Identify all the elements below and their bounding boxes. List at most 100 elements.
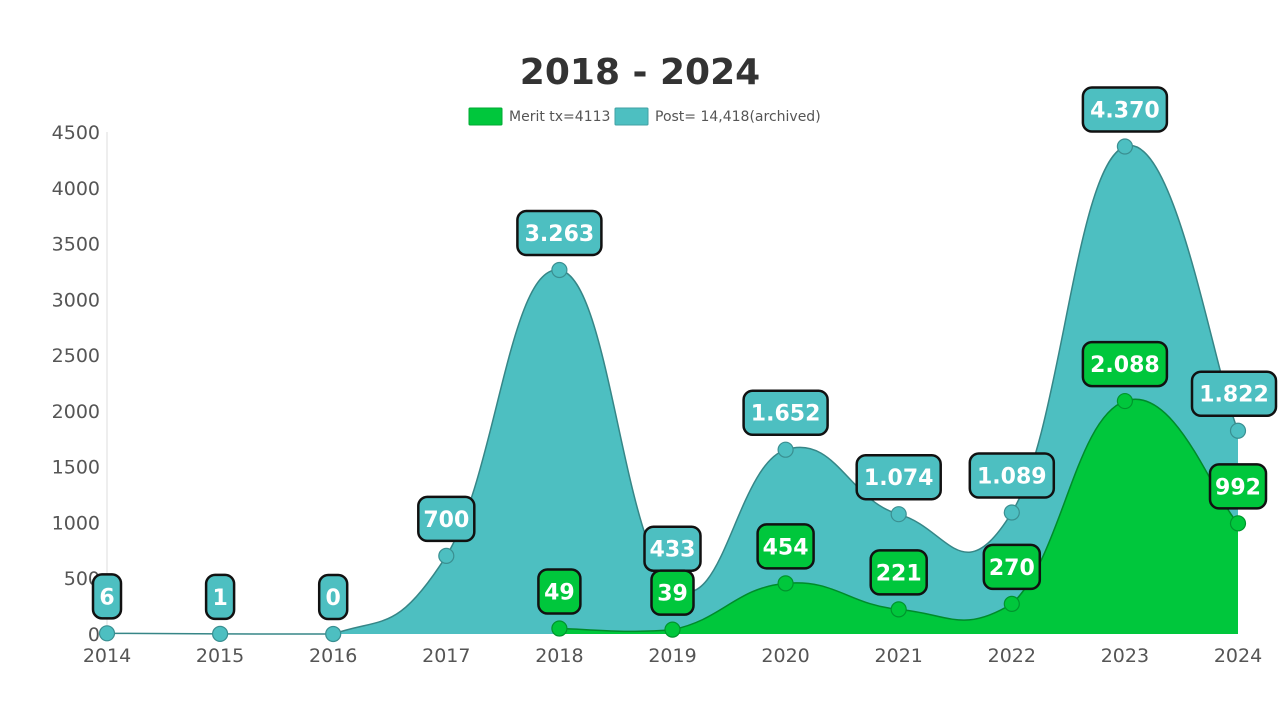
data-label-text: 992 — [1215, 475, 1261, 500]
data-label-text: 49 — [544, 581, 575, 606]
data-label: 1 — [204, 573, 236, 621]
y-tick-label: 3500 — [52, 234, 100, 256]
data-point[interactable] — [551, 261, 568, 279]
x-tick-label: 2021 — [875, 645, 923, 667]
chart-title: 2018 - 2024 — [520, 52, 760, 93]
data-point[interactable] — [1003, 595, 1020, 612]
data-label-text: 1.652 — [751, 402, 821, 427]
data-label-text: 1 — [212, 586, 227, 611]
data-label-text: 433 — [650, 538, 696, 563]
data-point[interactable] — [1116, 392, 1134, 410]
series-line-1 — [106, 144, 1239, 635]
data-label: 700 — [417, 495, 476, 543]
data-label-box — [855, 453, 942, 501]
data-point[interactable] — [1229, 515, 1247, 532]
data-label: 2.088 — [1081, 340, 1169, 388]
data-label-box — [756, 523, 815, 570]
data-label: 1.089 — [968, 452, 1056, 499]
data-label-text: 39 — [657, 582, 688, 607]
data-label-text: 1.074 — [864, 466, 934, 491]
data-labels: 6 1 0 700 3.263 433 1.652 1.074 1.089 4.370 1.822 4… — [91, 86, 1278, 621]
x-tick-label: 2017 — [422, 645, 470, 667]
data-point[interactable] — [1003, 504, 1020, 521]
data-label-box — [968, 452, 1056, 499]
data-point[interactable] — [212, 625, 229, 642]
data-label: 49 — [537, 568, 582, 615]
data-point[interactable] — [98, 625, 116, 642]
data-point[interactable] — [1116, 138, 1134, 155]
data-label-text: 221 — [876, 561, 922, 586]
data-point[interactable] — [551, 620, 568, 637]
data-label: 454 — [756, 523, 815, 570]
legend-item-post[interactable]: Post= 14,418(archived) — [614, 107, 821, 126]
data-label-box — [1081, 340, 1169, 388]
data-label-box — [1208, 463, 1268, 510]
data-label-box — [982, 543, 1042, 591]
data-point[interactable] — [325, 625, 342, 643]
y-tick-label: 2500 — [52, 345, 100, 367]
data-label: 992 — [1208, 463, 1268, 510]
data-point[interactable] — [438, 547, 455, 565]
data-label-text: 6 — [99, 585, 114, 610]
data-point[interactable] — [664, 621, 681, 638]
data-label: 3.263 — [516, 209, 603, 257]
data-label: 6 — [91, 573, 123, 620]
legend[interactable]: Merit tx=4113 Post= 14,418(archived) — [468, 107, 821, 126]
x-tick-label: 2022 — [988, 645, 1036, 667]
x-tick-label: 2014 — [83, 645, 131, 667]
legend-swatch-post — [614, 107, 649, 126]
y-tick-label: 2000 — [52, 401, 100, 423]
y-tick-label: 3000 — [52, 289, 100, 311]
data-point[interactable] — [777, 575, 794, 592]
y-tick-label: 4000 — [52, 178, 100, 200]
data-label-text: 700 — [423, 508, 469, 533]
data-label-text: 270 — [989, 556, 1035, 581]
x-tick-label: 2023 — [1101, 645, 1149, 667]
x-tick-label: 2019 — [648, 645, 696, 667]
data-label: 221 — [869, 549, 928, 596]
data-label-text: 2.088 — [1090, 353, 1160, 378]
x-tick-label: 2016 — [309, 645, 357, 667]
data-point[interactable] — [777, 441, 794, 458]
data-label-box — [537, 568, 582, 615]
x-tick-label: 2020 — [761, 645, 809, 667]
data-label: 39 — [650, 569, 695, 616]
data-label: 1.822 — [1190, 370, 1278, 417]
y-tick-label: 0 — [88, 624, 100, 646]
legend-label-merit: Merit tx=4113 — [509, 109, 610, 125]
legend-swatch-merit — [468, 107, 503, 126]
data-point[interactable] — [890, 506, 907, 523]
x-axis: 2014 2015 2016 2017 2018 2019 2020 2021 2022 2023… — [83, 645, 1262, 667]
y-tick-label: 1000 — [52, 512, 100, 534]
series-areas — [106, 144, 1239, 635]
data-label-box — [1190, 370, 1278, 417]
legend-item-merit[interactable]: Merit tx=4113 — [468, 107, 610, 126]
data-label: 1.074 — [855, 453, 942, 501]
data-label-text: 454 — [763, 535, 809, 560]
y-tick-label: 500 — [64, 568, 100, 590]
x-tick-label: 2015 — [196, 645, 244, 667]
data-label-text: 3.263 — [525, 222, 595, 247]
legend-label-post: Post= 14,418(archived) — [655, 109, 821, 125]
x-tick-label: 2024 — [1214, 645, 1262, 667]
data-label: 4.370 — [1081, 86, 1169, 133]
data-label: 433 — [643, 525, 702, 572]
data-label-text: 1.089 — [977, 465, 1047, 490]
y-tick-label: 1500 — [52, 457, 100, 479]
data-point[interactable] — [890, 601, 907, 618]
x-tick-label: 2018 — [535, 645, 583, 667]
data-label-box — [742, 389, 829, 436]
data-label-box — [1081, 86, 1169, 133]
data-label-box — [91, 573, 123, 620]
data-label: 0 — [317, 573, 349, 621]
data-label: 1.652 — [742, 389, 829, 436]
y-axis: 0 500 1000 1500 2000 2500 3000 3500 4000 4500 — [52, 122, 108, 646]
data-label-box — [204, 573, 236, 621]
data-label-box — [650, 569, 695, 616]
data-label: 270 — [982, 543, 1042, 591]
data-point[interactable] — [1229, 422, 1247, 439]
data-label-text: 1.822 — [1199, 383, 1269, 408]
data-label-text: 0 — [326, 586, 341, 611]
